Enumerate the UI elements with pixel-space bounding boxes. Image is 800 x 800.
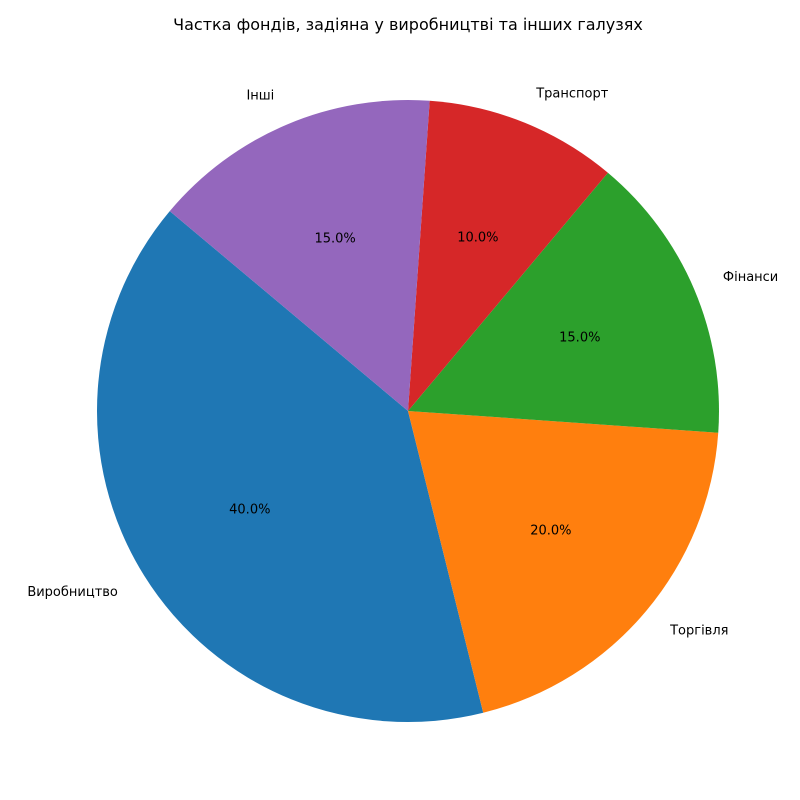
category-label-3: Фінанси — [723, 270, 778, 285]
percent-label-3: 15.0% — [559, 331, 600, 346]
pie-slice-5 — [169, 100, 430, 412]
percent-label-4: 10.0% — [457, 231, 498, 246]
chart-title: Частка фондів, задіяна у виробництві та … — [173, 15, 643, 34]
category-label-2: Торгівля — [669, 623, 728, 638]
percent-labels: 40.0% 20.0% 15.0% 10.0% 15.0% — [229, 231, 600, 539]
percent-label-1: 40.0% — [229, 502, 270, 517]
pie-slice-1 — [96, 211, 484, 722]
category-label-4: Транспорт — [535, 86, 609, 101]
category-label-5: Інші — [246, 89, 274, 104]
category-label-1: Виробництво — [27, 585, 118, 600]
percent-label-5: 15.0% — [314, 232, 355, 247]
pie-slice-3 — [408, 172, 719, 433]
percent-label-2: 20.0% — [530, 523, 571, 538]
category-labels: Виробництво Торгівля Фінанси Транспорт Інші — [27, 86, 778, 638]
pie-slices — [96, 100, 719, 722]
pie-slice-4 — [408, 100, 608, 411]
pie-slice-2 — [408, 411, 719, 713]
